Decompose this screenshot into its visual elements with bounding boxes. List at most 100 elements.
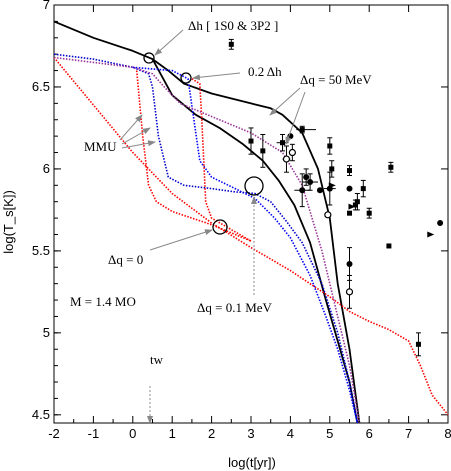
observation-point (347, 210, 352, 216)
y-tick-label: 5 (43, 325, 50, 340)
y-tick-label: 5.5 (32, 243, 50, 258)
y-tick-label: 4.5 (32, 407, 50, 422)
marker-square (366, 210, 372, 216)
observation-point (327, 137, 333, 155)
observation-point (260, 133, 266, 168)
x-tick-label: 1 (169, 426, 176, 441)
marker-square (248, 138, 254, 144)
observation-point (316, 187, 323, 194)
marker-square (352, 202, 358, 208)
x-tick-label: 8 (444, 426, 451, 441)
y-tick-label: 6 (43, 161, 50, 176)
observation-point (352, 199, 358, 211)
marker-open-circle (324, 211, 332, 219)
observation-point (360, 179, 366, 198)
marker-circle (307, 179, 314, 186)
observation-point (328, 182, 336, 189)
observation-point (323, 171, 336, 206)
marker-square (388, 164, 394, 170)
observation-point (296, 125, 317, 134)
x-tick-label: 7 (405, 426, 412, 441)
annotation-delta-h-02: 0.2 Δh (248, 64, 282, 79)
observation-point (415, 332, 421, 357)
annotation-delta-q-0: Δq = 0 (108, 252, 143, 267)
marker-square (347, 168, 352, 174)
marker-square (386, 243, 392, 249)
marker-square (360, 186, 366, 192)
delta-h-circle (143, 52, 155, 64)
observation-point (248, 127, 254, 155)
observation-point (228, 38, 234, 50)
observation-point (324, 211, 332, 219)
observation-point (303, 168, 310, 186)
x-tick-label: 2 (208, 426, 215, 441)
observation-point (388, 161, 394, 173)
observation-point (366, 207, 372, 219)
marker-triangle (427, 231, 435, 238)
series-line-2 (151, 58, 359, 424)
observation-point (282, 145, 291, 173)
observation-point (302, 173, 318, 191)
marker-circle (316, 187, 323, 194)
observation-point (346, 185, 353, 192)
delta-q-0-arrow (149, 229, 213, 251)
x-axis-title: log(t[yr]) (228, 455, 276, 470)
delta-h-02-arrow (192, 72, 241, 81)
y-tick-label: 6.5 (32, 79, 50, 94)
series-line-1 (53, 20, 361, 424)
marker-square (354, 199, 360, 205)
series-line-7 (53, 56, 449, 416)
annotation-mmu: MMU (84, 139, 117, 154)
marker-circle (346, 260, 353, 267)
observation-point (348, 203, 356, 210)
x-tick-label: -2 (48, 426, 60, 441)
x-tick-label: 4 (287, 426, 294, 441)
marker-triangle (328, 182, 336, 189)
annotation-mass: M = 1.4 MO (70, 294, 136, 309)
marker-triangle (348, 203, 356, 210)
delta-q-01-circle (244, 176, 264, 196)
marker-square (280, 140, 286, 146)
delta-q-50-arrow-1 (269, 87, 301, 116)
delta-q-0-circle (212, 219, 228, 235)
mmu-arrow-3 (121, 140, 156, 149)
marker-circle (437, 220, 444, 227)
marker-open-circle (288, 148, 296, 157)
observation-point (294, 173, 311, 208)
marker-circle (303, 174, 310, 181)
marker-square (228, 41, 234, 47)
observation-point (437, 220, 444, 227)
series-line-5 (135, 70, 252, 242)
annotation-delta-h: Δh [ 1S0 & 3P2 ] (188, 18, 278, 33)
marker-square (260, 148, 266, 154)
observation-point (386, 243, 392, 249)
annotation-tw: tw (150, 352, 164, 367)
axis-ticks: -2 -1 0 1 2 3 4 5 6 7 8 4.5 5 5.5 6 6.5 7 (32, 0, 451, 441)
annotation-layer: Δh [ 1S0 & 3P2 ] 0.2 Δh Δq = 50 MeV MMU … (70, 18, 372, 424)
mmu-arrow-1 (119, 114, 143, 141)
marker-square (329, 166, 335, 172)
marker-square (299, 127, 305, 133)
x-tick-label: 3 (247, 426, 254, 441)
observation-point (347, 165, 352, 176)
marker-square (327, 143, 333, 149)
observation-point (427, 231, 435, 238)
observation-point (288, 143, 296, 162)
marker-circle (346, 185, 353, 192)
x-tick-label: -1 (88, 426, 100, 441)
delta-h-arrow (154, 29, 184, 56)
annotation-delta-q-50: Δq = 50 MeV (300, 72, 372, 87)
y-axis-title: log(T_s[K]) (1, 190, 16, 254)
marker-open-circle (282, 155, 291, 163)
x-tick-label: 0 (129, 426, 136, 441)
series-line-3 (53, 53, 359, 424)
marker-square (347, 210, 352, 216)
observation-layer (228, 38, 444, 357)
series-line-6 (191, 78, 252, 242)
marker-circle (299, 187, 306, 194)
observation-point (345, 274, 354, 309)
delta-h-02-circle (180, 72, 192, 84)
x-tick-label: 6 (366, 426, 373, 441)
mmu-arrow-2 (121, 127, 151, 145)
